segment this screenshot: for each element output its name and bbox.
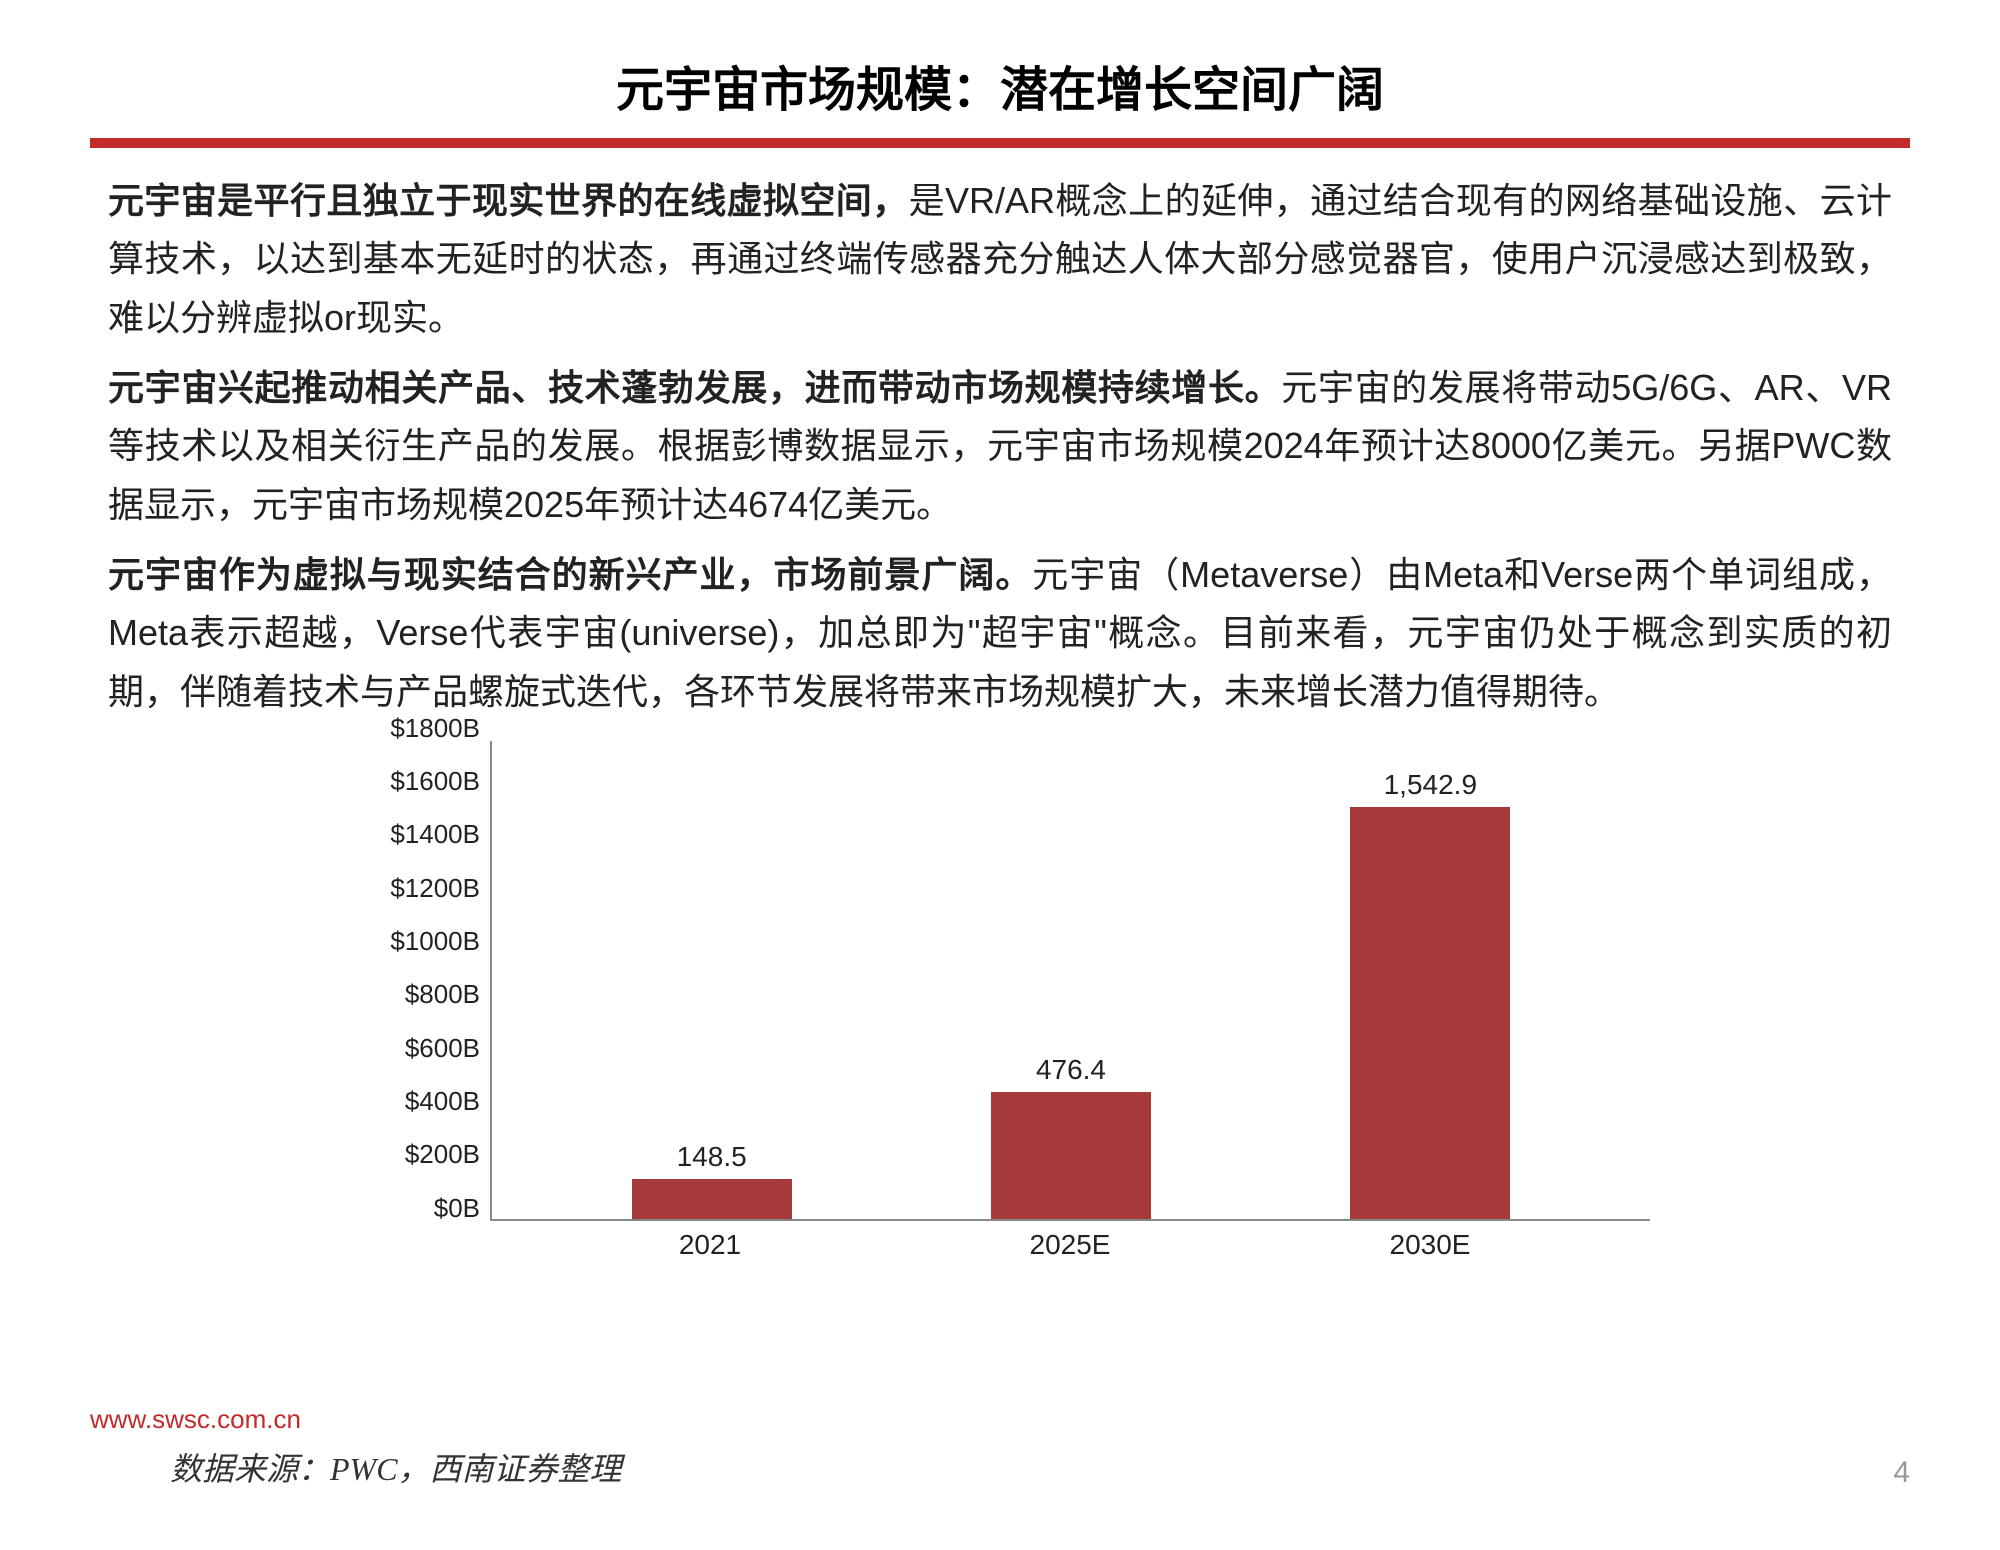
page-number: 4 <box>1893 1456 1910 1490</box>
x-tick: 2021 <box>610 1229 810 1261</box>
bar-column: 148.5 <box>612 1141 812 1219</box>
para-2-bold: 元宇宙兴起推动相关产品、技术蓬勃发展，进而带动市场规模持续增长。 <box>108 367 1281 408</box>
bar <box>1350 807 1510 1218</box>
bar-value-label: 148.5 <box>677 1141 747 1173</box>
bar-column: 1,542.9 <box>1330 769 1530 1218</box>
bar-column: 476.4 <box>971 1054 1171 1219</box>
title-divider <box>90 138 1910 148</box>
paragraph-2: 元宇宙兴起推动相关产品、技术蓬勃发展，进而带动市场规模持续增长。元宇宙的发展将带… <box>108 359 1892 534</box>
paragraph-1: 元宇宙是平行且独立于现实世界的在线虚拟空间，是VR/AR概念上的延伸，通过结合现… <box>108 172 1892 347</box>
bar <box>632 1179 792 1219</box>
para-3-bold: 元宇宙作为虚拟与现实结合的新兴产业，市场前景广阔。 <box>108 554 1032 595</box>
para-1-bold: 元宇宙是平行且独立于现实世界的在线虚拟空间， <box>108 180 909 221</box>
footer-source: 数据来源：PWC，西南证券整理 <box>170 1444 622 1490</box>
content-body: 元宇宙是平行且独立于现实世界的在线虚拟空间，是VR/AR概念上的延伸，通过结合现… <box>108 172 1892 1261</box>
x-axis: 2021 2025E 2030E <box>490 1221 1650 1261</box>
page-title: 元宇宙市场规模：潜在增长空间广阔 <box>0 50 2000 120</box>
x-tick: 2025E <box>970 1229 1170 1261</box>
bar <box>991 1092 1151 1219</box>
x-tick: 2030E <box>1330 1229 1530 1261</box>
plot-area: 148.5 476.4 1,542.9 <box>490 741 1650 1221</box>
bar-value-label: 1,542.9 <box>1384 769 1477 801</box>
bar-value-label: 476.4 <box>1036 1054 1106 1086</box>
paragraph-3: 元宇宙作为虚拟与现实结合的新兴产业，市场前景广阔。元宇宙（Metaverse）由… <box>108 546 1892 721</box>
footer-url: www.swsc.com.cn <box>90 1404 301 1435</box>
bar-chart: $1800B$1600B$1400B$1200B$1000B$800B$600B… <box>350 741 1650 1261</box>
y-axis: $1800B$1600B$1400B$1200B$1000B$800B$600B… <box>350 741 490 1221</box>
